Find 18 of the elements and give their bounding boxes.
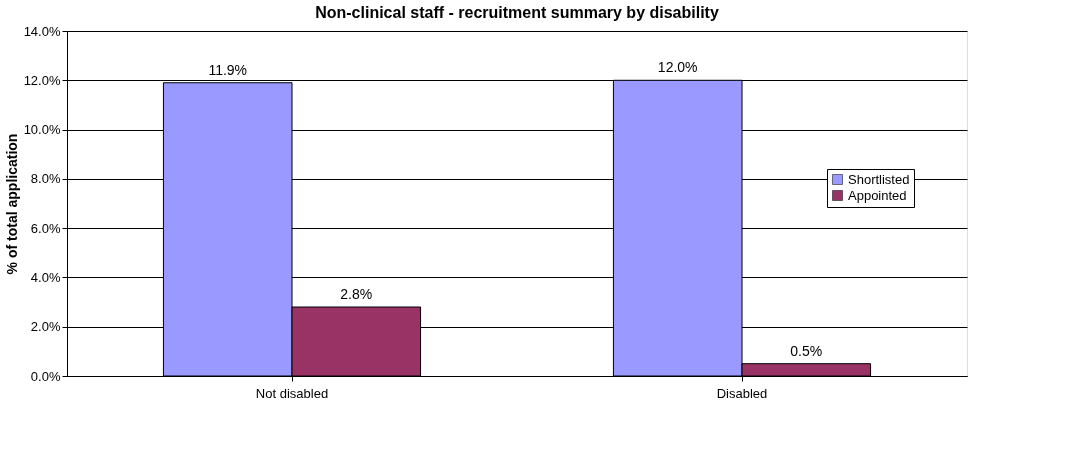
y-tick-label: 12.0% (23, 72, 61, 88)
data-label: 2.8% (340, 286, 373, 302)
data-label: 11.9% (208, 61, 248, 78)
x-tick-label: Disabled (716, 385, 768, 401)
chart-title: Non-clinical staff - recruitment summary by disability (315, 4, 719, 21)
y-tick-label: 2.0% (30, 319, 61, 335)
y-tick-label: 4.0% (30, 269, 61, 285)
y-tick-label: 0.0% (30, 368, 61, 384)
x-tick-label: Not disabled (255, 385, 329, 401)
y-tick-label: 10.0% (23, 122, 61, 138)
data-label: 0.5% (790, 342, 823, 359)
y-tick-label: 8.0% (30, 171, 61, 187)
legend-label: Shortlisted (848, 171, 910, 187)
y-axis-title: % of total application (3, 133, 20, 275)
y-tick-label: 6.0% (30, 220, 61, 236)
data-label: 12.0% (657, 59, 698, 76)
legend-label: Appointed (848, 187, 907, 203)
y-tick-label: 14.0% (23, 23, 61, 39)
